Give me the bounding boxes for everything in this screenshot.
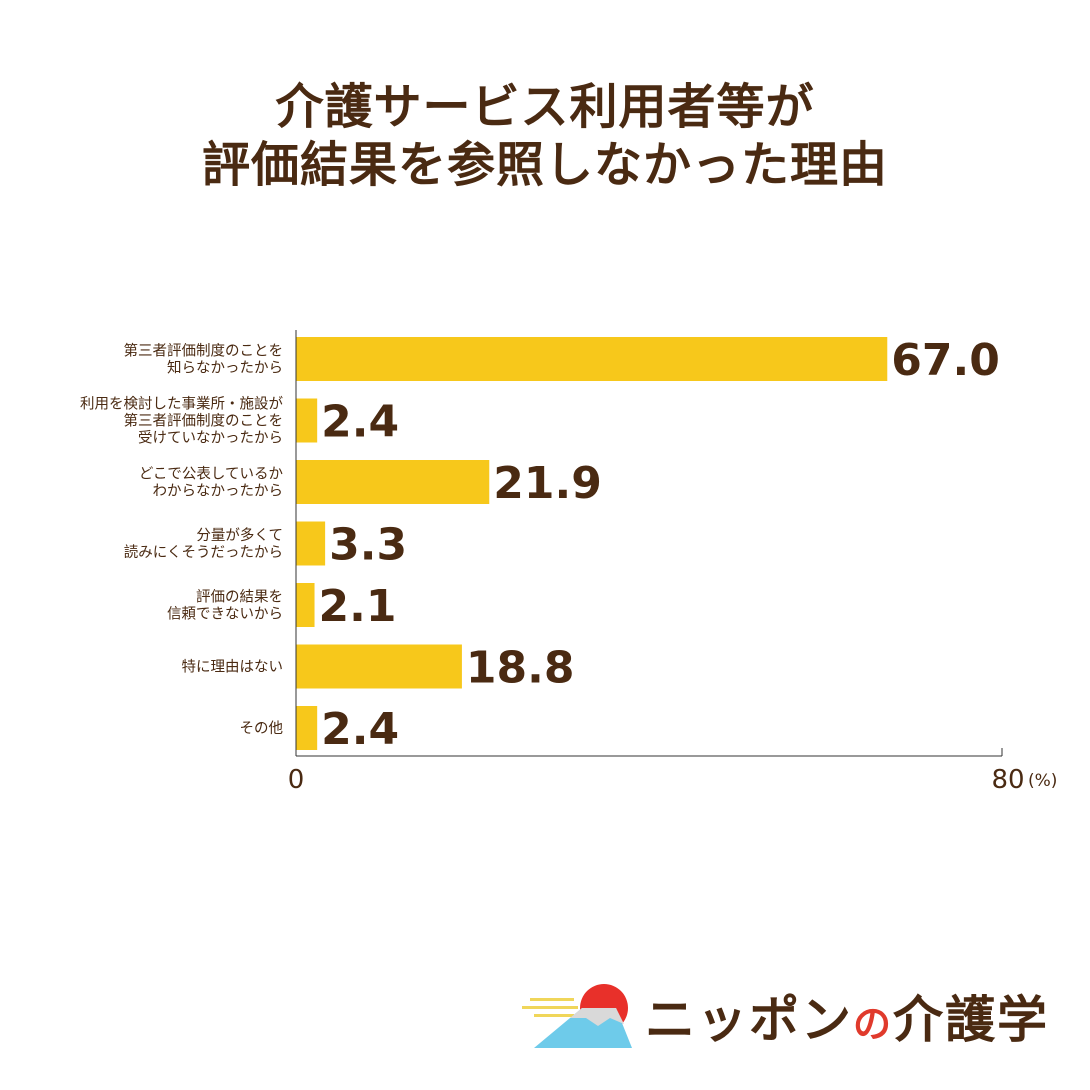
value-label-5: 18.8 xyxy=(466,643,575,694)
logo-text-nippon: ニッポン xyxy=(645,991,853,1049)
category-label-6-0: その他 xyxy=(240,720,284,737)
bar-5 xyxy=(296,644,462,689)
bar-1 xyxy=(296,398,318,443)
category-label-4-0: 評価の結果を xyxy=(196,589,283,606)
bar-6 xyxy=(296,706,318,750)
category-label-5-0: 特に理由はない xyxy=(182,659,284,676)
value-label-1: 2.4 xyxy=(321,397,399,448)
title-line-2: 評価結果を参照しなかった理由 xyxy=(201,137,888,193)
x-unit-label: (%) xyxy=(1028,771,1057,791)
logo-snowcap xyxy=(570,1008,624,1026)
x-tick-label-1: 80 xyxy=(991,765,1024,795)
bar-0 xyxy=(296,337,888,381)
category-label-1-2: 受けていなかったから xyxy=(138,430,283,447)
bar-3 xyxy=(296,521,326,566)
bar-4 xyxy=(296,583,315,627)
value-label-2: 21.9 xyxy=(493,458,602,509)
x-tick-label-0: 0 xyxy=(288,765,305,795)
value-label-0: 67.0 xyxy=(891,335,1000,386)
category-label-3-0: 分量が多くて xyxy=(196,527,283,544)
category-label-0-1: 知らなかったから xyxy=(167,360,283,377)
value-label-3: 3.3 xyxy=(329,520,407,571)
logo-mark xyxy=(522,984,632,1048)
logo-text-kaigogaku: 介護学 xyxy=(893,991,1050,1049)
value-label-6: 2.4 xyxy=(321,704,399,755)
category-label-3-1: 読みにくそうだったから xyxy=(124,544,283,561)
logo-wordmark: ニッポンの介護学 xyxy=(645,985,1049,1059)
logo-text-no: の xyxy=(853,1002,894,1046)
bar-2 xyxy=(296,460,490,504)
title-line-1: 介護サービス利用者等が xyxy=(275,79,815,135)
chart-title: 介護サービス利用者等が 評価結果を参照しなかった理由 xyxy=(0,78,1090,194)
value-label-4: 2.1 xyxy=(319,581,397,632)
category-label-0-0: 第三者評価制度のことを xyxy=(124,342,284,360)
category-label-1-0: 利用を検討した事業所・施設が xyxy=(80,396,283,413)
category-label-1-1: 第三者評価制度のことを xyxy=(124,412,284,430)
category-label-4-1: 信頼できないから xyxy=(167,606,283,623)
logo-clouds xyxy=(522,998,578,1017)
category-label-2-0: どこで公表しているか xyxy=(139,466,283,483)
category-label-2-1: わからなかったから xyxy=(153,483,284,500)
